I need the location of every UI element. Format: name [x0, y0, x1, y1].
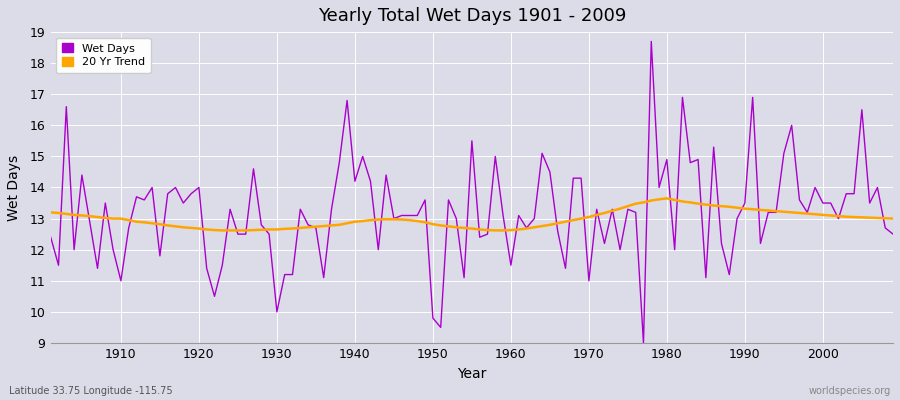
20 Yr Trend	[506, 228, 517, 232]
Y-axis label: Wet Days: Wet Days	[7, 154, 21, 220]
Legend: Wet Days, 20 Yr Trend: Wet Days, 20 Yr Trend	[57, 38, 150, 73]
20 Yr Trend	[45, 210, 56, 215]
20 Yr Trend	[607, 208, 617, 213]
Title: Yearly Total Wet Days 1901 - 2009: Yearly Total Wet Days 1901 - 2009	[318, 7, 626, 25]
Text: worldspecies.org: worldspecies.org	[809, 386, 891, 396]
20 Yr Trend	[217, 228, 228, 233]
Wet Days	[646, 39, 657, 44]
Text: Latitude 33.75 Longitude -115.75: Latitude 33.75 Longitude -115.75	[9, 386, 173, 396]
Wet Days	[498, 213, 508, 218]
Wet Days	[279, 272, 290, 277]
20 Yr Trend	[287, 226, 298, 231]
Wet Days	[45, 235, 56, 240]
Wet Days	[599, 241, 610, 246]
20 Yr Trend	[108, 216, 119, 221]
20 Yr Trend	[513, 227, 524, 232]
X-axis label: Year: Year	[457, 367, 487, 381]
Wet Days	[326, 207, 337, 212]
Line: 20 Yr Trend: 20 Yr Trend	[50, 198, 893, 230]
Wet Days	[506, 263, 517, 268]
Line: Wet Days: Wet Days	[50, 41, 893, 343]
Wet Days	[887, 232, 898, 236]
20 Yr Trend	[662, 196, 672, 201]
Wet Days	[108, 247, 119, 252]
20 Yr Trend	[334, 222, 345, 227]
Wet Days	[638, 340, 649, 345]
20 Yr Trend	[887, 216, 898, 221]
